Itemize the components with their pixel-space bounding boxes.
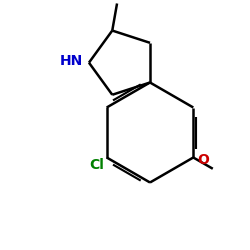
Text: HN: HN [60, 54, 83, 68]
Text: Cl: Cl [89, 158, 104, 172]
Text: O: O [197, 153, 209, 167]
